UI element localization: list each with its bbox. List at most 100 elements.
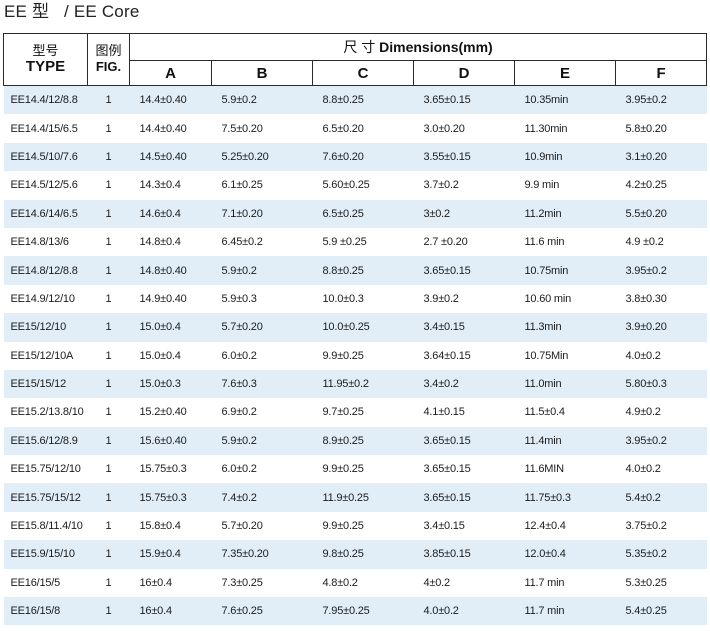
- header-fig: 图例 FIG.: [87, 33, 130, 86]
- cell-fig: 1: [87, 85, 130, 115]
- cell-d: 3.65±0.15: [413, 85, 515, 115]
- cell-b: 5.9±0.2: [211, 85, 313, 115]
- cell-e: 11.5±0.4: [524, 406, 566, 419]
- cell-fig: 1: [105, 576, 112, 589]
- cell-f: 5.3±0.25: [625, 576, 667, 589]
- cell-fig: 1: [87, 142, 130, 172]
- cell-type: EE14.8/12/8.8: [3, 256, 88, 285]
- table-row: EE15/12/10A 1 15.0±0.4 6.0±0.2 9.9±0.25 3.64±…: [4, 342, 707, 370]
- cell-type: EE16/15/5: [10, 576, 61, 589]
- cell-e: 11.6 min: [524, 236, 565, 249]
- table-body: EE14.4/12/8.8 1 14.4±0.40 5.9±0.2 8.8±0.25 3.…: [3, 85, 707, 626]
- cell-e: 11.2min: [514, 199, 616, 228]
- cell-a: 14.4±0.40: [129, 85, 212, 115]
- cell-e: 10.60 min: [524, 292, 572, 305]
- table-row: EE14.8/13/6 1 14.8±0.4 6.45±0.2 5.9 ±0.25 2.7…: [4, 228, 707, 256]
- cell-f: 5.80±0.3: [615, 369, 707, 399]
- table-row: EE14.8/12/8.8 1 14.8±0.40 5.9±0.2 8.8±0.25 3.…: [3, 256, 707, 285]
- cell-type: EE15.8/11.4/10: [10, 520, 83, 533]
- cell-fig: 1: [105, 122, 112, 135]
- cell-b: 7.1±0.20: [211, 199, 313, 228]
- cell-fig: 1: [87, 369, 130, 399]
- cell-e: 10.9min: [514, 142, 616, 172]
- cell-a: 14.3±0.4: [139, 179, 181, 192]
- table-row: EE14.4/12/8.8 1 14.4±0.40 5.9±0.2 8.8±0.25 3.…: [3, 85, 707, 115]
- cell-type: EE14.5/10/7.6: [3, 142, 88, 172]
- cell-e: 11.75±0.3: [514, 483, 616, 512]
- cell-d: 3.65±0.15: [423, 463, 471, 476]
- cell-b: 6.9±0.2: [221, 406, 257, 419]
- cell-f: 3.95±0.2: [615, 256, 707, 285]
- dimensions-table: 型号 TYPE 图例 FIG. 尺 寸 Dimensions(mm) A B C…: [3, 33, 708, 626]
- cell-d: 3.64±0.15: [423, 349, 471, 362]
- cell-type: EE15/12/10A: [10, 349, 74, 362]
- cell-b: 7.3±0.25: [221, 576, 263, 589]
- table-row: EE14.9/12/10 1 14.9±0.40 5.9±0.3 10.0±0.3 3.9…: [4, 285, 707, 313]
- cell-d: 3.85±0.15: [413, 540, 515, 569]
- cell-a: 14.9±0.40: [139, 292, 187, 305]
- cell-type: EE16/15/8: [3, 597, 88, 626]
- cell-a: 15.8±0.4: [139, 520, 181, 533]
- cell-d: 3.4±0.2: [413, 369, 515, 399]
- cell-e: 10.75Min: [524, 349, 569, 362]
- cell-fig: 1: [87, 597, 130, 626]
- cell-c: 11.9±0.25: [312, 483, 414, 512]
- cell-c: 10.0±0.25: [312, 313, 414, 342]
- table-row: EE15.2/13.8/10 1 15.2±0.40 6.9±0.2 9.7±0.25 4…: [4, 398, 707, 426]
- cell-d: 3.65±0.15: [413, 256, 515, 285]
- cell-type: EE15.2/13.8/10: [10, 406, 84, 419]
- table-row: EE15.75/15/12 1 15.75±0.3 7.4±0.2 11.9±0.25 3…: [3, 483, 707, 512]
- header-fig-en: FIG.: [95, 59, 122, 74]
- cell-f: 3.75±0.2: [625, 520, 667, 533]
- cell-d: 4±0.2: [423, 576, 451, 589]
- cell-type: EE15/12/10: [3, 313, 88, 342]
- header-col-b: B: [211, 60, 313, 86]
- cell-c: 9.7±0.25: [322, 406, 364, 419]
- cell-b: 7.6±0.25: [211, 597, 313, 626]
- cell-type: EE14.9/12/10: [10, 292, 75, 305]
- cell-d: 4.1±0.15: [423, 406, 465, 419]
- cell-b: 5.7±0.20: [211, 313, 313, 342]
- header-dimensions: 尺 寸 Dimensions(mm): [128, 33, 708, 61]
- cell-b: 7.35±0.20: [211, 540, 313, 569]
- cell-e: 11.0min: [514, 369, 616, 399]
- cell-b: 6.1±0.25: [221, 179, 263, 192]
- cell-e: 11.3min: [514, 313, 616, 342]
- cell-b: 5.25±0.20: [211, 142, 313, 172]
- header-col-a: A: [129, 60, 212, 86]
- table-row: EE15.8/11.4/10 1 15.8±0.4 5.7±0.20 9.9±0.25 3…: [4, 512, 707, 540]
- cell-e: 11.4min: [514, 426, 616, 456]
- cell-type: EE14.6/14/6.5: [3, 199, 88, 228]
- header-col-c: C: [312, 60, 414, 86]
- cell-c: 8.8±0.25: [312, 256, 414, 285]
- cell-fig: 1: [87, 199, 130, 228]
- cell-fig: 1: [87, 426, 130, 456]
- cell-d: 2.7 ±0.20: [423, 236, 468, 249]
- cell-b: 7.5±0.20: [221, 122, 263, 135]
- cell-f: 5.5±0.20: [615, 199, 707, 228]
- cell-type: EE15.6/12/8.9: [3, 426, 88, 456]
- cell-e: 10.75min: [514, 256, 616, 285]
- header-type-cn: 型号: [32, 43, 59, 58]
- table-row: EE16/15/8 1 16±0.4 7.6±0.25 7.95±0.25 4.0±0.2…: [3, 597, 707, 626]
- cell-fig: 1: [87, 256, 130, 285]
- cell-b: 5.7±0.20: [221, 520, 263, 533]
- cell-c: 9.9±0.25: [322, 463, 364, 476]
- cell-d: 3.0±0.20: [423, 122, 465, 135]
- table-row: EE15.75/12/10 1 15.75±0.3 6.0±0.2 9.9±0.25 3.…: [4, 455, 707, 483]
- cell-type: EE15/15/12: [3, 369, 88, 399]
- cell-b: 6.0±0.2: [221, 349, 257, 362]
- cell-a: 15.9±0.4: [129, 540, 212, 569]
- cell-a: 15.2±0.40: [139, 406, 187, 419]
- cell-type: EE14.5/12/5.6: [10, 179, 78, 192]
- table-row: EE15/12/10 1 15.0±0.4 5.7±0.20 10.0±0.25 3.4±…: [3, 313, 707, 342]
- cell-f: 3.95±0.2: [615, 85, 707, 115]
- cell-b: 7.6±0.3: [211, 369, 313, 399]
- cell-fig: 1: [87, 313, 130, 342]
- cell-d: 3±0.2: [413, 199, 515, 228]
- cell-e: 11.7 min: [514, 597, 616, 626]
- cell-c: 11.95±0.2: [312, 369, 414, 399]
- cell-f: 5.4±0.2: [615, 483, 707, 512]
- cell-c: 9.9±0.25: [322, 349, 364, 362]
- cell-a: 15.0±0.3: [129, 369, 212, 399]
